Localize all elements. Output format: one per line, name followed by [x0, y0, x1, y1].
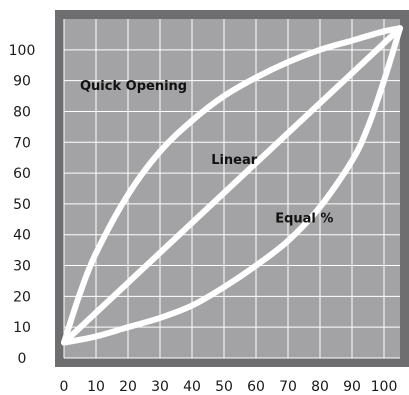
series-line-linear — [61, 25, 403, 346]
x-tick-label: 100 — [371, 379, 398, 395]
x-tick-label: 40 — [183, 379, 201, 395]
y-tick-label: 90 — [13, 74, 31, 90]
curve-annotations: Quick Opening Linear Equal % — [80, 79, 333, 227]
y-tick-label: 0 — [18, 351, 27, 367]
x-axis-tick-labels: 0 10 20 30 40 50 60 70 80 90 100 — [60, 379, 398, 395]
series-lines — [61, 25, 403, 346]
annotation-equal-percent: Equal % — [275, 211, 333, 226]
x-tick-label: 90 — [343, 379, 361, 395]
x-tick-label: 50 — [215, 379, 233, 395]
x-tick-label: 80 — [311, 379, 329, 395]
x-tick-label: 70 — [279, 379, 297, 395]
x-tick-label: 60 — [247, 379, 265, 395]
series-line-quick-opening — [61, 25, 403, 346]
annotation-linear: Linear — [211, 153, 258, 168]
y-tick-label: 10 — [13, 320, 31, 336]
y-tick-label: 100 — [9, 43, 36, 59]
y-tick-label: 70 — [13, 135, 31, 151]
x-tick-label: 20 — [119, 379, 137, 395]
y-tick-label: 50 — [13, 197, 31, 213]
y-tick-label: 30 — [13, 259, 31, 275]
y-axis-tick-labels: 0 10 20 30 40 50 60 70 80 90 100 — [9, 43, 36, 367]
x-tick-label: 10 — [87, 379, 105, 395]
y-tick-label: 20 — [13, 289, 31, 305]
y-tick-label: 80 — [13, 104, 31, 120]
grid-lines — [63, 19, 400, 359]
series-line-equal — [61, 25, 403, 346]
x-tick-label: 0 — [60, 379, 69, 395]
y-tick-label: 60 — [13, 166, 31, 182]
x-tick-label: 30 — [151, 379, 169, 395]
y-tick-label: 40 — [13, 228, 31, 244]
plot-area — [55, 10, 409, 367]
annotation-quick-opening: Quick Opening — [80, 79, 187, 94]
